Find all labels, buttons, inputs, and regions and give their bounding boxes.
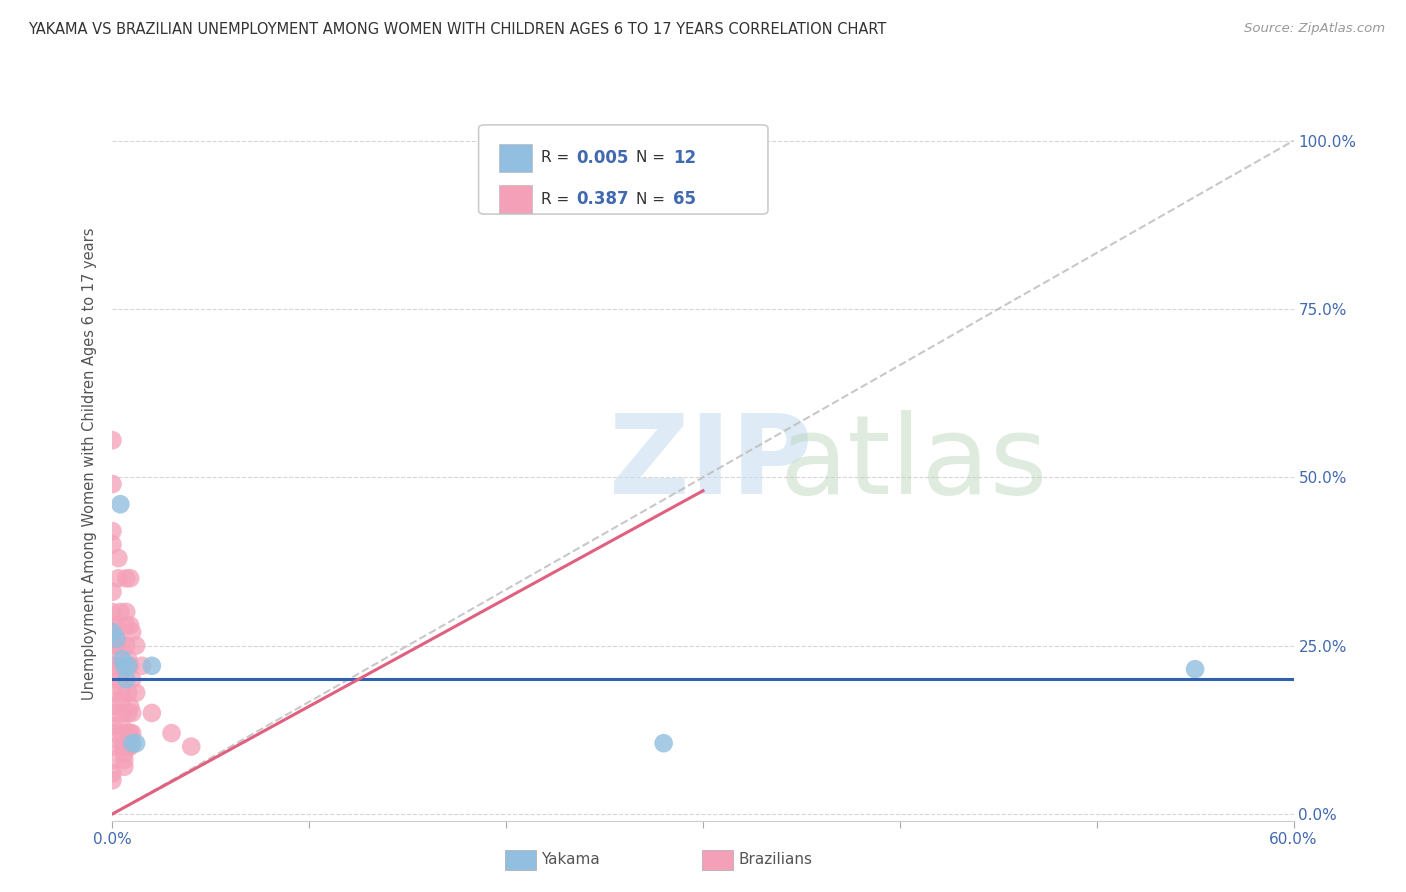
Point [120,739,142,754]
Point [180,739,202,754]
Point [101,639,124,653]
Point [101,658,124,673]
Point [101,618,124,632]
Point [111,652,134,666]
Point [101,726,124,740]
Point [101,477,124,491]
Point [117,686,139,700]
Point [101,706,124,720]
Text: 0.005: 0.005 [576,149,628,167]
Point [121,625,143,640]
FancyBboxPatch shape [499,145,531,171]
Point [112,760,135,774]
Point [121,673,143,687]
Text: atlas: atlas [780,410,1049,517]
Point [101,538,124,552]
Text: N =: N = [636,151,669,166]
Point [105,618,128,632]
Point [120,699,142,714]
Point [115,618,138,632]
Point [117,652,139,666]
Text: Yakama: Yakama [541,853,600,867]
Point [105,632,128,646]
Point [111,719,134,733]
Point [110,658,132,673]
Point [101,673,124,687]
Point [101,699,124,714]
Point [115,605,138,619]
Point [101,686,124,700]
Y-axis label: Unemployment Among Women with Children Ages 6 to 17 years: Unemployment Among Women with Children A… [82,227,97,700]
Point [105,632,128,646]
Point [105,652,128,666]
Point [1184,662,1206,676]
Point [101,766,124,780]
Point [101,625,124,640]
Point [125,639,148,653]
Point [131,658,153,673]
Point [160,726,183,740]
FancyBboxPatch shape [499,186,531,212]
Point [107,571,129,585]
Point [115,673,138,687]
Point [110,673,132,687]
Point [101,524,124,538]
Text: R =: R = [541,192,579,207]
Point [121,726,143,740]
Point [110,639,132,653]
Point [111,692,134,706]
Point [101,719,124,733]
Point [121,706,143,720]
Point [101,739,124,754]
Point [120,618,142,632]
FancyBboxPatch shape [478,125,768,214]
Point [105,639,128,653]
Point [120,658,142,673]
Point [121,736,143,750]
Text: R =: R = [541,151,574,166]
Point [112,658,135,673]
Text: Source: ZipAtlas.com: Source: ZipAtlas.com [1244,22,1385,36]
Point [111,686,134,700]
Point [101,773,124,788]
Point [110,497,132,511]
Point [112,747,135,761]
Point [111,726,134,740]
Point [112,753,135,767]
Point [101,584,124,599]
Point [115,571,138,585]
Point [117,706,139,720]
Point [141,658,163,673]
Point [112,739,135,754]
Point [111,739,134,754]
Point [117,739,139,754]
Text: N =: N = [636,192,669,207]
Point [107,551,129,566]
Point [117,658,139,673]
Point [115,639,138,653]
Point [141,706,163,720]
Point [101,625,124,640]
Text: ZIP: ZIP [609,410,811,517]
Point [110,605,132,619]
Text: 12: 12 [673,149,696,167]
Text: 65: 65 [673,190,696,208]
Point [117,726,139,740]
Point [120,571,142,585]
Point [125,686,148,700]
Point [120,726,142,740]
Point [101,753,124,767]
Text: 0.387: 0.387 [576,190,630,208]
Text: YAKAMA VS BRAZILIAN UNEMPLOYMENT AMONG WOMEN WITH CHILDREN AGES 6 TO 17 YEARS CO: YAKAMA VS BRAZILIAN UNEMPLOYMENT AMONG W… [28,22,887,37]
Point [125,736,148,750]
Point [111,706,134,720]
Text: Brazilians: Brazilians [738,853,813,867]
Point [101,434,124,448]
Point [101,605,124,619]
Point [652,736,675,750]
